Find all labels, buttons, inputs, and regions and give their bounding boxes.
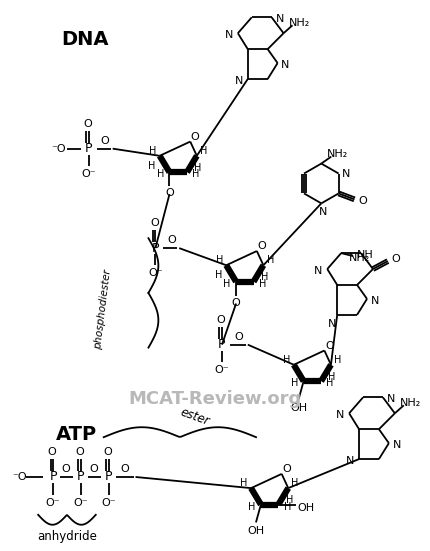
Text: H: H <box>260 272 267 282</box>
Text: O: O <box>390 254 399 264</box>
Text: O⁻: O⁻ <box>46 498 60 508</box>
Text: H: H <box>223 279 230 289</box>
Text: N: N <box>234 76 243 86</box>
Text: H: H <box>149 146 156 156</box>
Text: H: H <box>147 161 155 171</box>
Text: NH₂: NH₂ <box>399 398 421 408</box>
Text: H: H <box>194 163 201 173</box>
Text: O: O <box>61 464 70 474</box>
Text: MCAT-Review.org: MCAT-Review.org <box>128 390 301 408</box>
Text: N: N <box>318 207 327 217</box>
Text: H: H <box>214 270 221 280</box>
Text: O: O <box>150 218 158 228</box>
Text: O: O <box>83 119 92 129</box>
Text: O: O <box>48 447 56 457</box>
Text: O: O <box>166 235 175 245</box>
Text: NH₂: NH₂ <box>326 149 347 159</box>
Text: O: O <box>190 132 199 142</box>
Text: ester: ester <box>178 406 211 429</box>
Text: O: O <box>234 332 243 342</box>
Text: H: H <box>266 255 273 265</box>
Text: NH₂: NH₂ <box>288 18 309 28</box>
Text: H: H <box>328 372 335 382</box>
Text: O: O <box>89 464 98 474</box>
Text: P: P <box>104 471 112 483</box>
Text: O: O <box>257 241 266 251</box>
Text: H: H <box>326 378 333 388</box>
Text: O: O <box>100 136 109 145</box>
Text: P: P <box>85 142 92 155</box>
Text: O: O <box>165 188 173 198</box>
Text: NH₂: NH₂ <box>347 253 369 263</box>
Text: N: N <box>281 60 289 70</box>
Text: N: N <box>335 410 344 420</box>
Text: N: N <box>345 456 353 466</box>
Text: OH: OH <box>247 526 264 537</box>
Text: N: N <box>275 14 283 24</box>
Text: H: H <box>240 478 247 488</box>
Text: N: N <box>386 395 394 404</box>
Text: P: P <box>49 471 57 483</box>
Text: OH: OH <box>289 403 307 413</box>
Text: O⁻: O⁻ <box>214 365 229 375</box>
Text: N: N <box>370 296 378 306</box>
Text: ATP: ATP <box>56 425 97 444</box>
Text: N: N <box>341 169 350 179</box>
Text: O: O <box>282 464 290 474</box>
Text: P: P <box>151 242 159 255</box>
Text: H: H <box>157 169 164 179</box>
Text: O⁻: O⁻ <box>101 498 116 508</box>
Text: O: O <box>103 447 112 457</box>
Text: phosphodiester: phosphodiester <box>92 269 112 350</box>
Text: O⁻: O⁻ <box>81 169 96 179</box>
Text: O: O <box>75 447 84 457</box>
Text: H: H <box>200 146 207 156</box>
Text: H: H <box>258 279 266 289</box>
Text: OH: OH <box>297 503 314 512</box>
Text: NH: NH <box>356 250 372 260</box>
Text: O: O <box>120 464 129 474</box>
Text: N: N <box>392 440 400 450</box>
Text: DNA: DNA <box>61 30 108 48</box>
Text: O⁻: O⁻ <box>74 498 88 508</box>
Text: H: H <box>192 169 199 179</box>
Text: N: N <box>313 266 322 276</box>
Text: O: O <box>216 315 225 325</box>
Text: H: H <box>291 478 298 488</box>
Text: N: N <box>224 30 233 40</box>
Text: H: H <box>285 495 292 505</box>
Text: ⁻O: ⁻O <box>12 472 27 482</box>
Text: ⁻O: ⁻O <box>52 144 66 154</box>
Text: O: O <box>357 196 366 207</box>
Text: H: H <box>290 378 298 388</box>
Text: P: P <box>218 338 225 351</box>
Text: H: H <box>283 501 290 511</box>
Text: O⁻: O⁻ <box>148 268 162 278</box>
Text: N: N <box>327 319 336 329</box>
Text: H: H <box>215 255 222 265</box>
Text: H: H <box>283 355 290 365</box>
Text: H: H <box>333 355 341 365</box>
Text: H: H <box>248 501 255 511</box>
Text: P: P <box>77 471 84 483</box>
Text: anhydride: anhydride <box>37 530 97 543</box>
Text: O: O <box>231 298 240 307</box>
Text: O: O <box>324 341 333 350</box>
